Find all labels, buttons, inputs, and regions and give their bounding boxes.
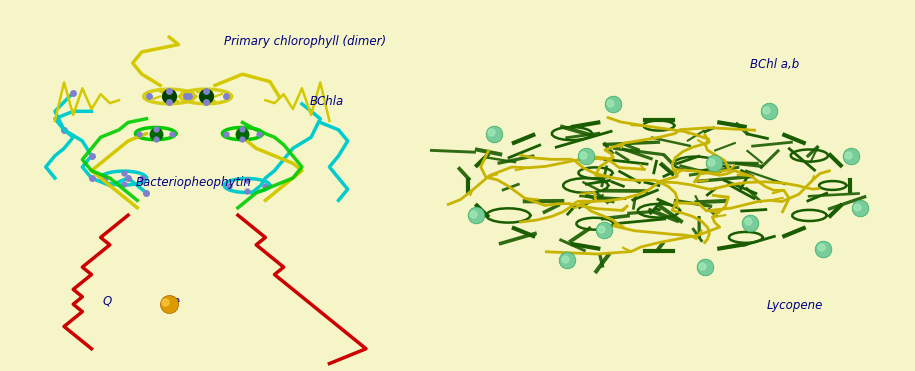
Text: Fe: Fe <box>167 295 180 308</box>
Text: Bacteriopheophytin: Bacteriopheophytin <box>135 176 252 189</box>
Text: BChl a,b: BChl a,b <box>750 58 800 70</box>
Text: Q: Q <box>102 295 112 308</box>
Text: Lycopene: Lycopene <box>767 299 824 312</box>
Text: BChla: BChla <box>309 95 343 108</box>
Text: Primary chlorophyll (dimer): Primary chlorophyll (dimer) <box>224 35 386 48</box>
